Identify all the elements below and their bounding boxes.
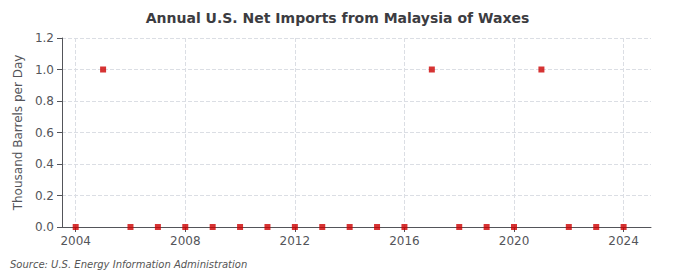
svg-text:2016: 2016: [389, 234, 420, 248]
svg-text:1.0: 1.0: [35, 63, 54, 77]
svg-text:0.0: 0.0: [35, 220, 54, 234]
svg-text:2008: 2008: [170, 234, 201, 248]
svg-text:1.2: 1.2: [35, 31, 54, 45]
svg-text:0.4: 0.4: [35, 157, 54, 171]
svg-text:2020: 2020: [499, 234, 530, 248]
svg-text:0.8: 0.8: [35, 94, 54, 108]
svg-text:Thousand Barrels per Day: Thousand Barrels per Day: [11, 55, 25, 212]
svg-text:2012: 2012: [280, 234, 311, 248]
svg-text:2024: 2024: [608, 234, 639, 248]
svg-text:Annual U.S. Net Imports from M: Annual U.S. Net Imports from Malaysia of…: [146, 10, 530, 26]
svg-text:0.2: 0.2: [35, 189, 54, 203]
svg-text:Source: U.S. Energy Informatio: Source: U.S. Energy Information Administ…: [10, 259, 247, 270]
svg-text:2004: 2004: [60, 234, 91, 248]
svg-text:0.6: 0.6: [35, 126, 54, 140]
